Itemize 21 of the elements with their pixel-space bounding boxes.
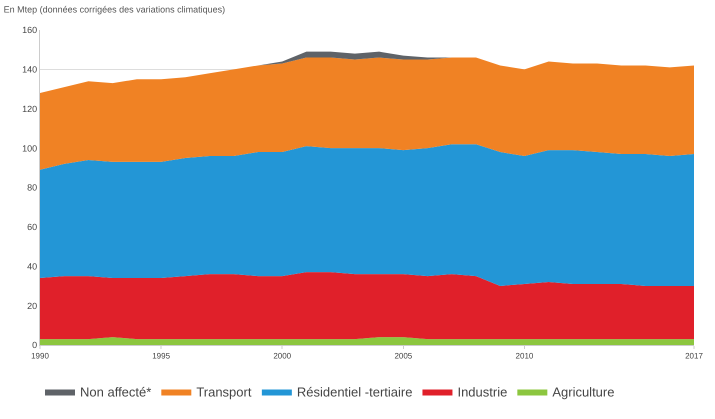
chart-title: En Mtep (données corrigées des variations climatiques) — [4, 4, 226, 15]
y-tick-label: 100 — [22, 143, 38, 154]
y-tick-label: 80 — [27, 182, 38, 193]
y-tick-label: 140 — [22, 64, 38, 75]
legend-label: Transport — [196, 384, 252, 400]
x-tick-label: 1990 — [31, 352, 50, 361]
y-tick-label: 20 — [27, 300, 38, 311]
x-tick-label: 1995 — [152, 352, 171, 361]
legend-label: Agriculture — [552, 384, 614, 400]
legend-label: Résidentiel -tertiaire — [296, 384, 412, 400]
legend-label: Non affecté* — [80, 384, 152, 400]
legend-label: Industrie — [457, 384, 508, 400]
y-tick-label: 160 — [22, 25, 38, 36]
x-tick-label: 2010 — [516, 352, 534, 361]
y-tick-label: 40 — [27, 261, 38, 272]
y-tick-label: 120 — [22, 104, 38, 114]
y-tick-label: 0 — [32, 340, 38, 350]
x-tick-label: 2000 — [273, 352, 292, 361]
y-tick-label: 60 — [27, 222, 38, 232]
x-tick-label: 2017 — [685, 352, 704, 361]
x-tick-label: 2005 — [394, 352, 413, 361]
